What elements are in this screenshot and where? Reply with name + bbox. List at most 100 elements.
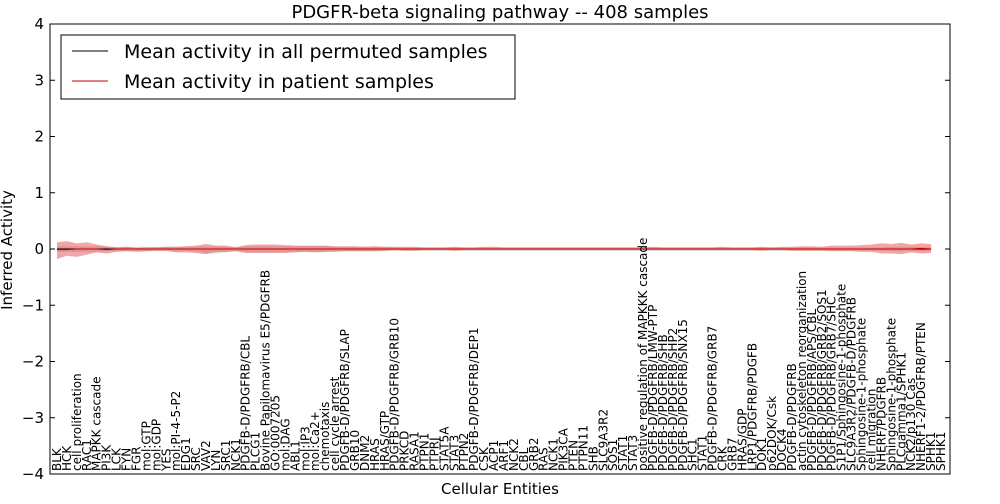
x-tick-label: PDGFB-D/PDGFRB/CBL: [239, 336, 253, 471]
x-tick-label: RAS: [537, 447, 551, 471]
x-tick-label: LYN: [209, 450, 223, 471]
x-tick-label: STAT1: [696, 435, 710, 471]
x-tick-label: CSK: [477, 446, 491, 471]
x-tick-label: SLC9A3R2/PDGFB-D/PDGFRB: [845, 297, 859, 471]
x-tick-label: Sphingosine-1-phosphate: [855, 318, 869, 471]
legend-box: [60, 34, 516, 100]
x-tick-label: SPHK1: [934, 432, 948, 471]
x-tick-label: STAT3: [447, 435, 461, 471]
y-tick-label: 1: [34, 184, 44, 202]
x-tick-label: NHERF1-2/PDGFRB/PTEN: [914, 322, 928, 471]
y-tick-label: −2: [22, 353, 44, 371]
y-tick-label: 2: [34, 128, 44, 146]
x-tick-label: ABL1: [288, 440, 302, 471]
x-tick-label: mol:DAG: [278, 418, 292, 471]
x-tick-label: SLC9A3R2: [596, 409, 610, 471]
x-tick-label: GRB2: [527, 437, 541, 471]
x-tick-label: PLCgamma1/SPHK1: [894, 352, 908, 471]
y-tick-label: −3: [22, 409, 44, 427]
x-tick-label: DNM2: [358, 435, 372, 471]
x-tick-label: PDGFB-D/PDGFRB/SHB: [656, 334, 670, 471]
x-tick-label: PTPN11: [576, 425, 590, 471]
x-tick-label: SRC1: [219, 440, 233, 471]
x-tick-label: cell proliferation: [70, 373, 84, 471]
x-tick-label: PTPRJ: [427, 437, 441, 471]
legend-label-1: Mean activity in all permuted samples: [124, 41, 487, 63]
x-tick-label: ACP1: [487, 440, 501, 471]
x-tick-label: mol:IP3: [298, 426, 312, 471]
x-tick-label: PIK3CA: [557, 427, 571, 471]
x-tick-label: YES: [159, 448, 173, 472]
x-axis-label: Cellular Entities: [441, 480, 559, 498]
x-tick-label: p62DOK/Csk: [765, 396, 779, 471]
y-tick-label: 4: [34, 15, 44, 33]
x-tick-label: NHERF/PDGFRB: [874, 377, 888, 471]
x-tick-label: PDGFB-D/PDGFRB/SLAP: [338, 329, 352, 471]
x-tick-label: SPHK1: [924, 432, 938, 471]
y-tick-label: −4: [22, 465, 44, 483]
x-tick-label: CRK: [715, 445, 729, 471]
series-line-2: [57, 247, 932, 251]
x-tick-label: PTPN2: [457, 433, 471, 471]
x-tick-label: SHC1: [686, 438, 700, 471]
x-tick-label: cell migration: [864, 389, 878, 471]
x-tick-label: PDGFB-D/PDGFRB/APS/CBL: [805, 308, 819, 471]
x-tick-label: positive regulation of MAPKKK cascade: [636, 238, 650, 471]
x-tick-label: RASA1: [408, 431, 422, 471]
x-tick-label: cell cycle arrest: [328, 376, 342, 471]
x-tick-label: FYN: [120, 448, 134, 471]
x-tick-label: NCK2: [507, 438, 521, 471]
x-tick-label: STAT1: [616, 435, 630, 471]
x-tick-label: EDG1: [179, 437, 193, 471]
x-tick-label: CBL: [517, 447, 531, 471]
y-axis-label: Inferred Activity: [0, 190, 16, 310]
x-tick-label: NCK1: [547, 438, 561, 471]
x-tick-label: PTEN: [566, 440, 580, 471]
x-tick-label: PDGFB-D/PDGFRB: [785, 363, 799, 471]
x-tick-label: LRP1/PDGFRB/PDGFB: [745, 343, 759, 471]
x-tick-label: mol:GTP: [139, 421, 153, 471]
x-tick-label: SHB: [586, 446, 600, 471]
x-tick-label: FGR: [129, 446, 143, 471]
y-tick-label: 3: [34, 71, 44, 89]
x-tick-label: actin cytoskeleton reorganization: [795, 271, 809, 471]
x-tick-label: PDGFB-D/PDGFRB/GRB7/SHC: [825, 297, 839, 471]
x-tick-label: PI3K: [100, 444, 114, 471]
x-tick-label: PDGFB-D/PDGFRB/GRB10: [388, 318, 402, 471]
x-tick-label: GRB10: [348, 430, 362, 471]
x-tick-label: PDGFB-D/PDGFRB/GRB2/SOS1: [815, 289, 829, 471]
x-tick-label: GRB7: [725, 437, 739, 471]
x-tick-label: DOK1: [755, 437, 769, 471]
x-tick-label: mol:GDP: [149, 419, 163, 471]
x-tick-label: MAPKK cascade: [90, 376, 104, 471]
x-tick-label: PDGFB-D/PDGFRB/LMW-PTP: [646, 305, 660, 471]
x-tick-label: PDGFB-D/PDGFRB/SHP2: [666, 328, 680, 471]
x-tick-label: RAC1: [80, 439, 94, 471]
x-tick-label: Bovine Papilomavirus E5/PDGFRB: [259, 270, 273, 471]
x-tick-label: ARF1: [497, 440, 511, 471]
legend-label-2: Mean activity in patient samples: [124, 71, 434, 93]
legend: Mean activity in all permuted samples Mea…: [60, 34, 516, 100]
y-tick-label: −1: [22, 296, 44, 314]
x-tick-label: LCK: [110, 447, 124, 471]
x-tick-label: SOS1: [606, 439, 620, 471]
x-tick-label: PDGFB-D/PDGFRB/SNX15: [676, 319, 690, 471]
x-tick-label: GO:0007205: [269, 395, 283, 471]
x-tick-label: chemotaxis: [318, 402, 332, 471]
x-tick-label: VAV2: [199, 440, 213, 471]
x-tick-label: PRKCD: [398, 431, 412, 471]
x-tick-label: PDGFB-D/PDGFRB/GRB7: [706, 326, 720, 471]
x-tick-label: NCK2/p130 Cas: [904, 378, 918, 471]
x-tick-label: HRAS: [368, 438, 382, 471]
x-tick-label: DOCK4: [775, 428, 789, 471]
x-tick-label: HRAS/GTP: [378, 411, 392, 471]
x-tick-label: Sphingosine-1-phosphate: [884, 318, 898, 471]
x-tick-label: NCK1: [229, 438, 243, 471]
x-tick-label: S1P1/Sphingosine-1-phosphate: [835, 284, 849, 471]
x-tick-label: HCK: [60, 445, 74, 471]
chart-title: PDGFR-beta signaling pathway -- 408 samp…: [291, 2, 708, 23]
x-tick-label: SRC: [189, 447, 203, 471]
